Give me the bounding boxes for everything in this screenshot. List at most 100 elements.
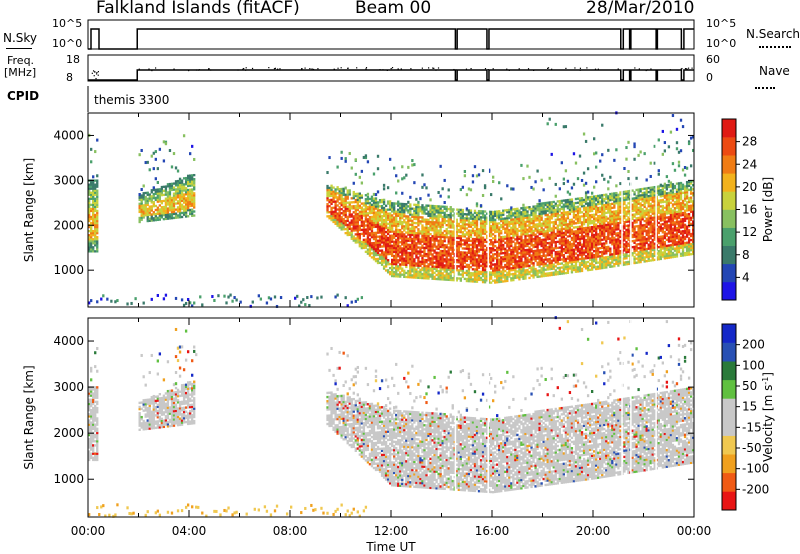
data-cell — [152, 196, 155, 200]
data-cell — [500, 211, 503, 215]
data-cell — [544, 222, 547, 225]
data-cell — [546, 217, 549, 221]
data-cell — [590, 228, 594, 231]
data-cell — [595, 231, 598, 234]
data-cell — [138, 198, 141, 201]
data-cell — [530, 266, 533, 269]
data-cell — [328, 194, 331, 198]
data-cell — [90, 248, 93, 251]
data-cell — [542, 268, 545, 272]
data-cell — [489, 230, 493, 234]
data-cell — [607, 229, 610, 232]
data-cell — [191, 178, 194, 181]
data-cell — [586, 230, 590, 233]
data-cell — [441, 235, 444, 239]
data-cell — [352, 207, 355, 210]
data-cell — [568, 192, 572, 196]
data-cell — [368, 242, 372, 245]
data-cell — [370, 244, 374, 247]
data-cell — [413, 239, 416, 243]
data-cell — [160, 216, 164, 219]
data-cell — [92, 185, 95, 188]
data-cell — [229, 293, 232, 297]
data-cell — [354, 223, 357, 226]
data-cell — [399, 273, 402, 276]
data-cell — [340, 195, 343, 199]
data-cell — [475, 252, 479, 255]
data-cell — [407, 227, 410, 230]
data-cell — [487, 228, 491, 232]
data-cell — [558, 270, 561, 274]
data-cell — [566, 211, 570, 214]
data-cell — [384, 265, 388, 268]
data-cell — [138, 216, 141, 220]
data-cell — [576, 213, 580, 217]
data-cell — [401, 273, 404, 276]
data-cell — [550, 247, 553, 250]
data-cell — [532, 251, 535, 255]
data-cell — [403, 219, 406, 222]
data-cell — [603, 210, 606, 213]
data-cell — [532, 243, 535, 247]
data-cell — [439, 265, 442, 269]
data-cell — [374, 253, 378, 257]
data-cell — [538, 265, 541, 268]
data-cell — [465, 277, 469, 281]
data-cell — [548, 176, 551, 180]
data-cell — [413, 272, 416, 275]
data-cell — [92, 195, 95, 198]
data-cell — [186, 209, 190, 212]
data-cell — [356, 204, 359, 208]
data-cell — [332, 214, 335, 218]
data-cell — [487, 271, 491, 274]
data-cell — [413, 264, 416, 267]
data-cell — [437, 243, 440, 246]
data-cell — [362, 234, 366, 237]
data-cell — [500, 264, 503, 267]
data-cell — [570, 202, 574, 205]
data-cell — [96, 185, 99, 188]
nave-dot — [245, 69, 247, 71]
data-cell — [427, 265, 430, 268]
data-cell — [182, 213, 186, 216]
data-cell — [401, 237, 404, 240]
data-cell — [393, 246, 396, 250]
data-cell — [401, 257, 404, 260]
data-cell — [489, 235, 493, 238]
data-cell — [542, 242, 545, 245]
data-cell — [415, 234, 418, 237]
data-cell — [96, 179, 99, 182]
data-cell — [184, 183, 188, 186]
data-cell — [374, 217, 378, 220]
data-cell — [459, 226, 462, 230]
data-cell — [590, 248, 594, 251]
data-cell — [427, 236, 430, 240]
data-cell — [510, 206, 513, 210]
data-cell — [504, 229, 507, 232]
data-cell — [528, 236, 531, 239]
data-cell — [496, 214, 499, 217]
data-cell — [615, 234, 618, 237]
data-cell — [370, 217, 374, 221]
data-cell — [465, 219, 469, 222]
data-cell — [449, 272, 452, 276]
data-cell — [580, 253, 584, 256]
data-cell — [556, 240, 559, 243]
data-cell — [560, 246, 563, 249]
data-cell — [423, 218, 426, 221]
data-cell — [413, 242, 416, 245]
data-cell — [401, 165, 404, 169]
data-cell — [449, 212, 452, 215]
data-cell — [146, 191, 149, 194]
data-cell — [332, 196, 335, 199]
data-cell — [599, 228, 602, 232]
data-cell — [603, 207, 606, 211]
data-cell — [449, 218, 452, 221]
data-cell — [366, 232, 370, 235]
data-cell — [580, 245, 584, 248]
data-cell — [510, 232, 513, 236]
data-cell — [508, 269, 511, 272]
data-cell — [374, 257, 378, 261]
data-cell — [403, 249, 406, 252]
data-cell — [475, 280, 479, 283]
